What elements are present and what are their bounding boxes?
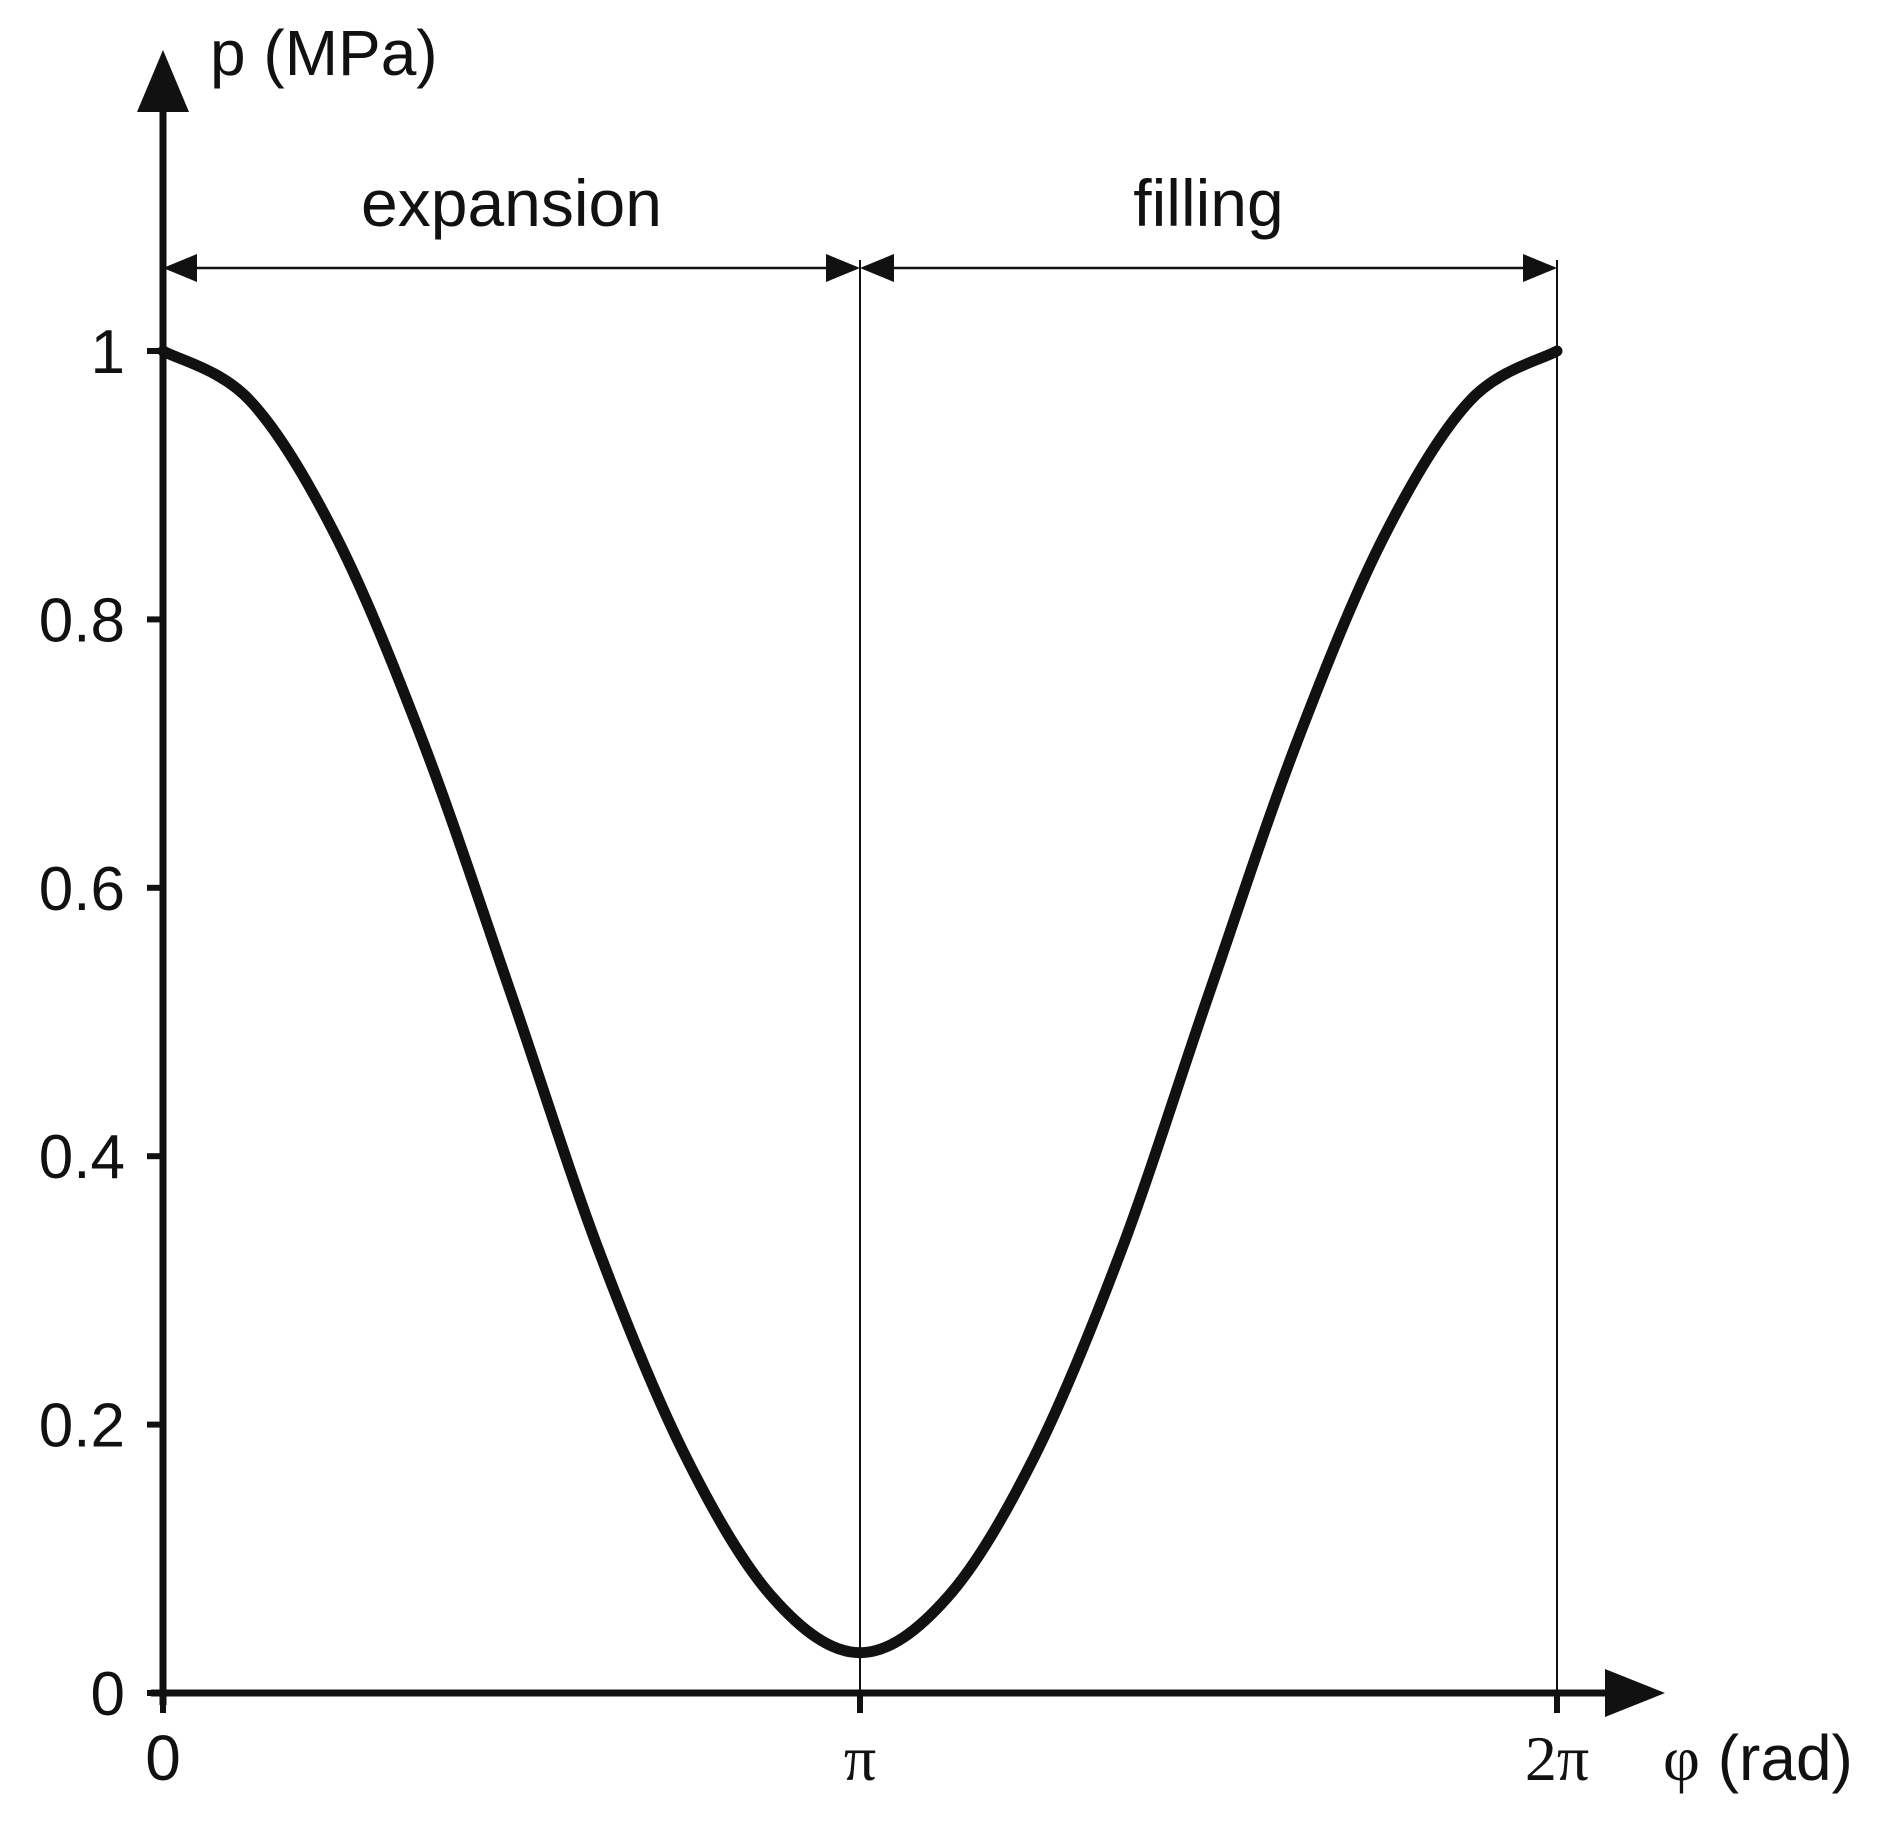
phase-annotation: expansion: [163, 166, 860, 282]
phase-annotation: filling: [860, 166, 1557, 282]
y-tick-label: 0.6: [39, 855, 125, 924]
phase-arrowhead-right: [826, 254, 860, 282]
y-tick-label: 0.4: [39, 1123, 125, 1192]
reference-lines: [859, 260, 1558, 1693]
phase-arrowhead-left: [860, 254, 894, 282]
y-tick-label: 0: [91, 1660, 125, 1729]
x-tick-label: π: [844, 1723, 876, 1794]
y-axis-label: p (MPa): [210, 17, 438, 89]
phase-annotations: expansion filling: [163, 166, 1557, 282]
x-ticks: 0 π 2π: [145, 1693, 1589, 1794]
x-tick-label: 0: [145, 1722, 181, 1794]
y-ticks: 0 0.2 0.4 0.6 0.8 1: [39, 318, 163, 1729]
x-tick-label: 2π: [1525, 1723, 1589, 1794]
phase-label: expansion: [361, 166, 662, 240]
y-axis-arrow: [137, 50, 189, 112]
x-axis-arrow: [1605, 1669, 1665, 1717]
phase-label: filling: [1133, 166, 1283, 240]
y-tick-label: 0.8: [39, 586, 125, 655]
phase-arrowhead-left: [163, 254, 197, 282]
y-tick-label: 1: [91, 318, 125, 387]
phase-arrowhead-right: [1523, 254, 1557, 282]
x-axis-label: φ (rad): [1663, 1722, 1853, 1794]
y-tick-label: 0.2: [39, 1392, 125, 1461]
series-line-pressure: [157, 345, 1563, 1659]
